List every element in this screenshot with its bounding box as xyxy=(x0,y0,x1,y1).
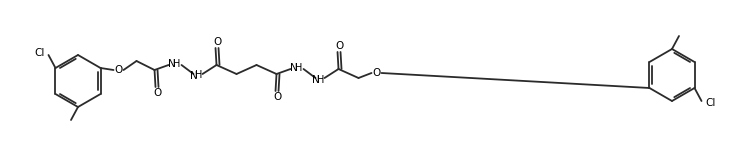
Text: O: O xyxy=(153,88,161,98)
Text: N: N xyxy=(190,71,198,81)
Text: H: H xyxy=(317,75,324,85)
Text: N: N xyxy=(311,75,320,85)
Text: O: O xyxy=(336,41,344,51)
Text: O: O xyxy=(274,92,282,102)
Text: O: O xyxy=(213,37,222,47)
Text: O: O xyxy=(115,65,123,75)
Text: Cl: Cl xyxy=(34,48,44,58)
Text: N: N xyxy=(290,63,297,73)
Text: Cl: Cl xyxy=(705,98,716,108)
Text: N: N xyxy=(167,59,176,69)
Text: H: H xyxy=(295,63,302,73)
Text: O: O xyxy=(372,68,381,78)
Text: H: H xyxy=(173,59,180,69)
Text: H: H xyxy=(195,70,202,80)
